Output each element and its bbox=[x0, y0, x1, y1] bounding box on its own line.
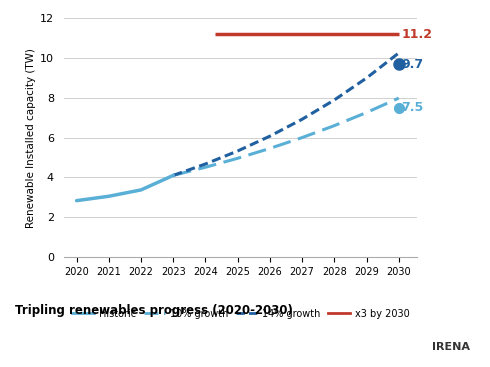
Text: Tripling renewables progress (2020-2030): Tripling renewables progress (2020-2030) bbox=[15, 304, 293, 317]
Text: ⬆ Share: ⬆ Share bbox=[24, 345, 64, 354]
Text: 11.2: 11.2 bbox=[401, 28, 432, 41]
Text: 9.7: 9.7 bbox=[401, 58, 423, 70]
Legend: Historic, 10% growth, 14% growth, x3 by 2030: Historic, 10% growth, 14% growth, x3 by … bbox=[69, 305, 413, 323]
Text: 7.5: 7.5 bbox=[401, 101, 424, 114]
Text: IRENA: IRENA bbox=[432, 342, 470, 352]
Y-axis label: Renewable Installed capacity (TW): Renewable Installed capacity (TW) bbox=[25, 48, 36, 228]
